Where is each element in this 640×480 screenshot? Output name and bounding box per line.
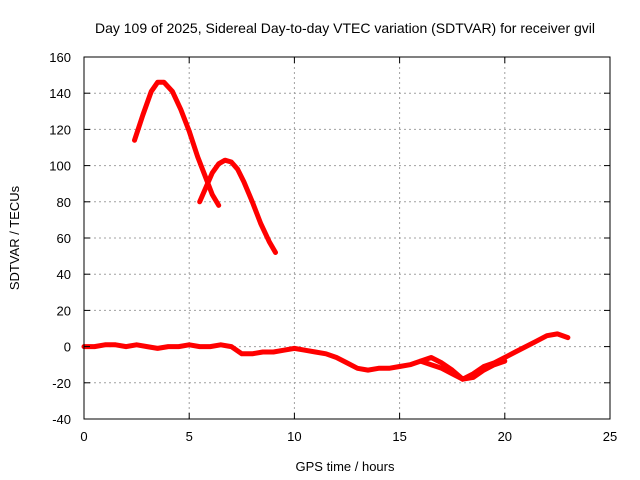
x-tick-label: 10: [287, 429, 301, 444]
x-tick-label: 5: [186, 429, 193, 444]
y-tick-label: 60: [57, 231, 71, 246]
y-tick-label: 100: [49, 159, 71, 174]
y-tick-label: 20: [57, 303, 71, 318]
y-tick-label: 0: [64, 340, 71, 355]
x-axis-label: GPS time / hours: [296, 459, 395, 474]
y-tick-label: 40: [57, 267, 71, 282]
y-axis-label: SDTVAR / TECUs: [7, 185, 22, 290]
y-tick-label: 140: [49, 86, 71, 101]
series-line-lower-branch: [418, 358, 508, 382]
y-tick-label: -40: [52, 412, 71, 427]
y-tick-label: -20: [52, 376, 71, 391]
y-tick-label: 160: [49, 50, 71, 65]
chart-title: Day 109 of 2025, Sidereal Day-to-day VTE…: [95, 20, 595, 36]
x-tick-label: 25: [603, 429, 617, 444]
series-line-arc-2: [197, 157, 278, 255]
x-tick-label: 15: [392, 429, 406, 444]
series-layer: [81, 79, 571, 382]
ticks: 0 5 10 15 20 25 -40 -20 0 20 40 60 80 100 120 140 160: [49, 50, 617, 444]
x-tick-label: 20: [498, 429, 512, 444]
series-line-baseline: [81, 331, 571, 382]
y-tick-label: 80: [57, 195, 71, 210]
y-tick-label: 120: [49, 122, 71, 137]
x-tick-label: 0: [80, 429, 87, 444]
